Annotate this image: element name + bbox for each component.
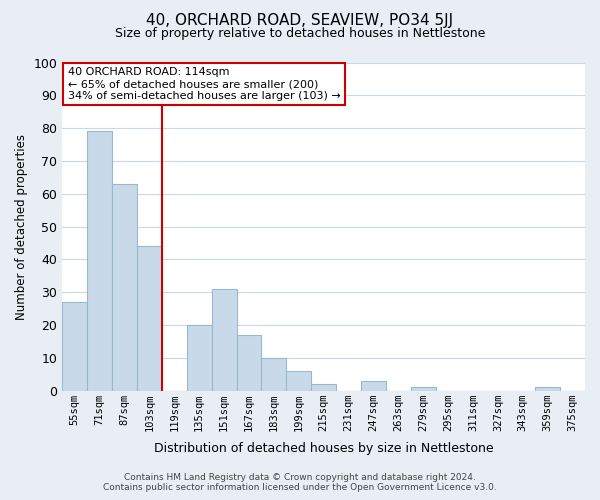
Bar	[411, 388, 436, 390]
Bar	[212, 289, 236, 390]
Bar	[361, 381, 386, 390]
Bar	[286, 371, 311, 390]
Bar	[87, 132, 112, 390]
Bar	[137, 246, 162, 390]
Text: 40 ORCHARD ROAD: 114sqm
← 65% of detached houses are smaller (200)
34% of semi-d: 40 ORCHARD ROAD: 114sqm ← 65% of detache…	[68, 68, 341, 100]
Text: 40, ORCHARD ROAD, SEAVIEW, PO34 5JJ: 40, ORCHARD ROAD, SEAVIEW, PO34 5JJ	[146, 12, 454, 28]
Bar	[262, 358, 286, 390]
Text: Size of property relative to detached houses in Nettlestone: Size of property relative to detached ho…	[115, 28, 485, 40]
Bar	[535, 388, 560, 390]
Bar	[311, 384, 336, 390]
Bar	[112, 184, 137, 390]
Y-axis label: Number of detached properties: Number of detached properties	[15, 134, 28, 320]
Bar	[187, 325, 212, 390]
Bar	[62, 302, 87, 390]
Text: Contains HM Land Registry data © Crown copyright and database right 2024.
Contai: Contains HM Land Registry data © Crown c…	[103, 473, 497, 492]
Bar	[236, 335, 262, 390]
X-axis label: Distribution of detached houses by size in Nettlestone: Distribution of detached houses by size …	[154, 442, 493, 455]
